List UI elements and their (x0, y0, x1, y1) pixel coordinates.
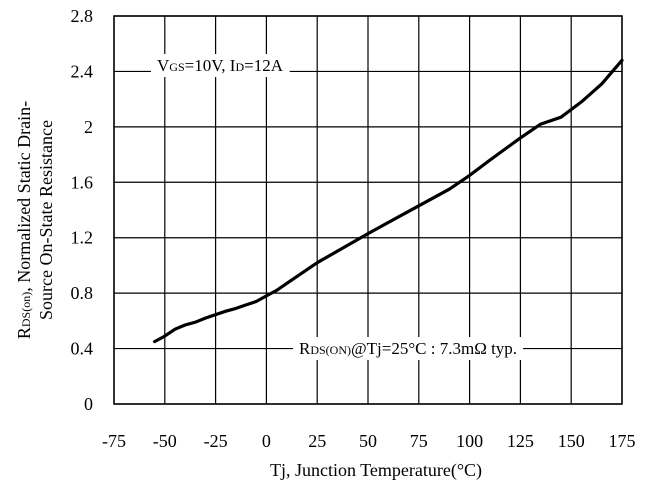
y-title-r-sub: DS(on) (19, 292, 33, 327)
plot-frame (113, 15, 623, 405)
cond-v: V (157, 56, 170, 75)
rds-annotation-background (293, 337, 524, 360)
x-tick-labels: -75 -50 -25 0 25 50 75 100 125 150 175 (102, 431, 636, 451)
conditions-annotation: VGS=10V, ID=12A (151, 54, 290, 77)
y-title-rest: , Normalized Static Drain- (14, 101, 34, 292)
x-tick-label: 150 (558, 431, 585, 451)
rds-r: R (299, 339, 311, 358)
cond-i-sub: D (235, 60, 244, 74)
x-tick-label: 100 (456, 431, 483, 451)
conditions-annotation-text: VGS=10V, ID=12A (157, 56, 284, 75)
y-tick-labels: 0 0.4 0.8 1.2 1.6 2 2.4 2.8 (71, 6, 94, 414)
rds-rest: @Tj=25°C : 7.3mΩ typ. (351, 339, 517, 358)
x-tick-label: -25 (204, 431, 228, 451)
y-tick-label: 2.8 (71, 6, 94, 26)
cond-i-rest: =12A (244, 56, 284, 75)
x-tick-label: 175 (609, 431, 636, 451)
cond-v-rest: =10V, I (185, 56, 236, 75)
x-tick-label: 0 (262, 431, 271, 451)
x-tick-label: -50 (153, 431, 177, 451)
rds-r-sub: DS(ON) (310, 343, 351, 357)
y-tick-label: 2 (84, 117, 93, 137)
rds-annotation-text: RDS(ON)@Tj=25°C : 7.3mΩ typ. (299, 339, 517, 358)
y-tick-label: 1.2 (71, 228, 94, 248)
cond-v-sub: GS (169, 60, 184, 74)
x-tick-label: 125 (507, 431, 534, 451)
y-tick-label: 0.8 (71, 283, 94, 303)
rds-annotation: RDS(ON)@Tj=25°C : 7.3mΩ typ. (293, 337, 524, 360)
y-tick-label: 0.4 (71, 339, 94, 359)
y-title-r: R (14, 327, 34, 339)
x-tick-label: 25 (308, 431, 326, 451)
x-tick-label: -75 (102, 431, 126, 451)
x-tick-label: 50 (359, 431, 377, 451)
y-tick-label: 0 (84, 394, 93, 414)
y-tick-label: 1.6 (71, 172, 94, 192)
x-tick-label: 75 (410, 431, 428, 451)
series-line (153, 58, 624, 344)
y-axis-title-line1: RDS(on), Normalized Static Drain- (14, 101, 34, 339)
x-axis-title: Tj, Junction Temperature(°C) (270, 460, 482, 481)
conditions-annotation-background (151, 54, 290, 77)
y-axis-title-line2: Source On-State Resistance (36, 120, 56, 320)
y-tick-label: 2.4 (71, 61, 94, 81)
